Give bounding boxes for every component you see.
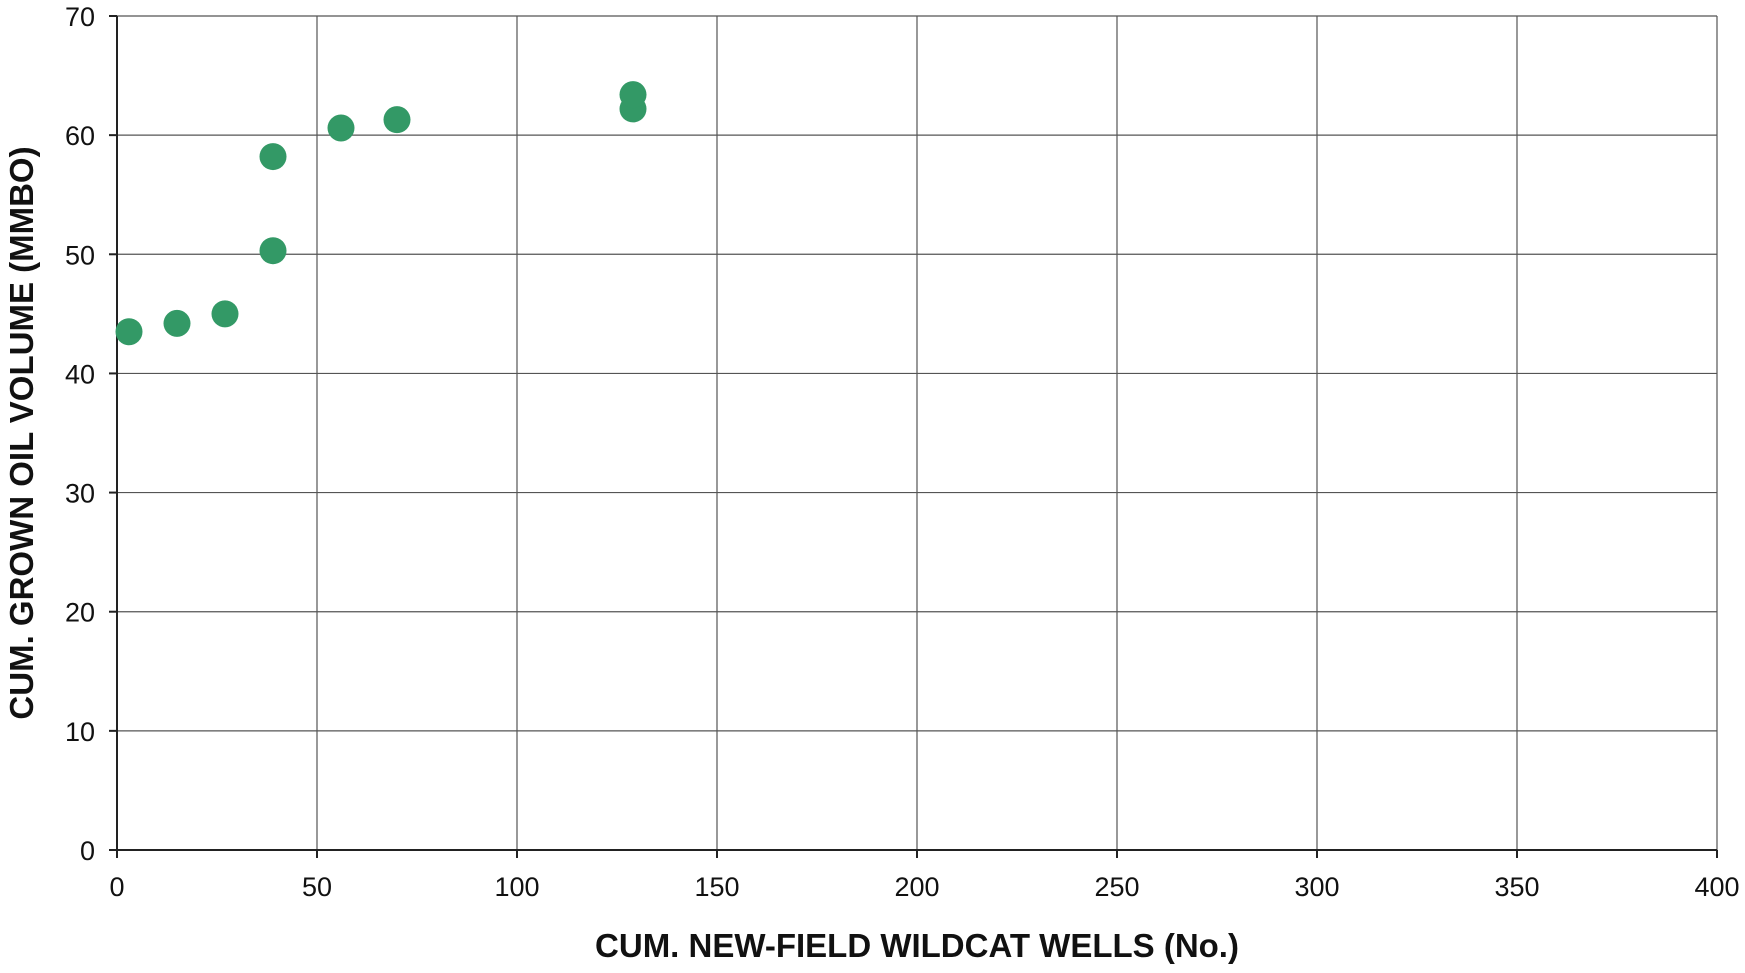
x-tick-label: 100 <box>494 872 539 902</box>
data-point <box>259 143 287 171</box>
x-tick-label: 200 <box>894 872 939 902</box>
x-tick-label: 250 <box>1094 872 1139 902</box>
x-tick-label: 300 <box>1294 872 1339 902</box>
y-tick-label: 20 <box>65 598 95 628</box>
data-point <box>259 237 287 265</box>
data-points <box>115 81 647 346</box>
data-point <box>327 114 355 142</box>
y-tick-label: 60 <box>65 121 95 151</box>
data-point <box>163 309 191 337</box>
data-point <box>619 81 647 109</box>
y-tick-label: 30 <box>65 479 95 509</box>
data-point <box>383 106 411 134</box>
grid-lines <box>117 15 1718 850</box>
y-tick-label: 0 <box>80 836 95 866</box>
x-tick-label: 350 <box>1494 872 1539 902</box>
data-point <box>211 300 239 328</box>
x-tick-label: 0 <box>109 872 124 902</box>
x-tick-label: 150 <box>694 872 739 902</box>
data-point <box>115 318 143 346</box>
y-tick-label: 70 <box>65 2 95 32</box>
y-tick-label: 40 <box>65 359 95 389</box>
x-axis-title: CUM. NEW-FIELD WILDCAT WELLS (No.) <box>595 927 1239 964</box>
y-axis-title: CUM. GROWN OIL VOLUME (MMBO) <box>3 146 40 719</box>
y-tick-label: 10 <box>65 717 95 747</box>
axes <box>109 15 1718 858</box>
y-tick-label: 50 <box>65 240 95 270</box>
x-tick-label: 400 <box>1694 872 1739 902</box>
tick-labels: 0 50 100 150 200 250 300 350 400 0 10 20 30 40 50 60 70 <box>65 2 1740 902</box>
x-tick-label: 50 <box>302 872 332 902</box>
